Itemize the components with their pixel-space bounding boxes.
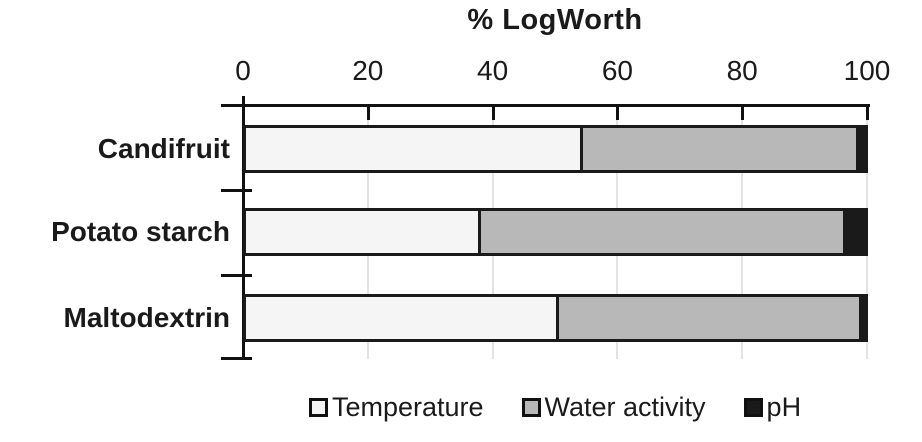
x-axis-tick-label-80: 80 (726, 55, 758, 86)
x-axis-line (242, 104, 870, 107)
category-label-candifruit: Candifruit (97, 133, 230, 164)
x-axis-tick-label-100: 100 (843, 55, 891, 86)
x-axis-tick-label-60: 60 (601, 55, 633, 86)
x-axis-tick-80 (741, 104, 745, 120)
category-label-potato-starch: Potato starch (51, 216, 230, 247)
x-axis-tick-20 (366, 104, 370, 120)
bar-maltodextrin (243, 294, 868, 342)
segment-water-activity-candifruit (583, 128, 856, 170)
segment-temperature-potato-starch (246, 211, 479, 253)
bar-candifruit (243, 125, 868, 173)
chart-title: % LogWorth (467, 4, 643, 36)
x-axis-tick-0 (242, 104, 245, 120)
legend-swatch-temperature-icon (308, 397, 328, 417)
legend-swatch-ph-icon (743, 397, 763, 417)
legend-label-water-activity: Water activity (544, 391, 706, 422)
y-axis-tick-1 (221, 189, 252, 192)
legend-label-ph: pH (766, 391, 802, 422)
x-axis-tick-60 (616, 104, 620, 120)
x-axis-tick-label-0: 0 (235, 55, 251, 86)
category-label-maltodextrin: Maltodextrin (63, 302, 230, 333)
x-axis-tick-40 (491, 104, 495, 120)
bar-potato-starch (243, 208, 868, 256)
segment-water-activity-potato-starch (481, 211, 844, 253)
legend-swatch-water-activity-icon (521, 397, 541, 417)
legend-item-temperature: Temperature (308, 391, 484, 423)
legend: Temperature Water activity pH (243, 390, 867, 424)
segment-temperature-candifruit (246, 128, 581, 170)
legend-item-water-activity: Water activity (521, 391, 706, 423)
segment-temperature-maltodextrin (246, 297, 556, 339)
x-axis-tick-label-20: 20 (352, 55, 384, 86)
legend-item-ph: pH (743, 391, 802, 423)
x-axis-tick-label-40: 40 (477, 55, 509, 86)
segment-water-activity-maltodextrin (558, 297, 859, 339)
x-axis-tick-100 (866, 104, 869, 120)
y-axis-tick-2 (221, 274, 252, 277)
legend-label-temperature: Temperature (331, 391, 484, 422)
y-axis-tick-3 (221, 357, 252, 360)
y-axis-tick-0 (221, 104, 252, 107)
